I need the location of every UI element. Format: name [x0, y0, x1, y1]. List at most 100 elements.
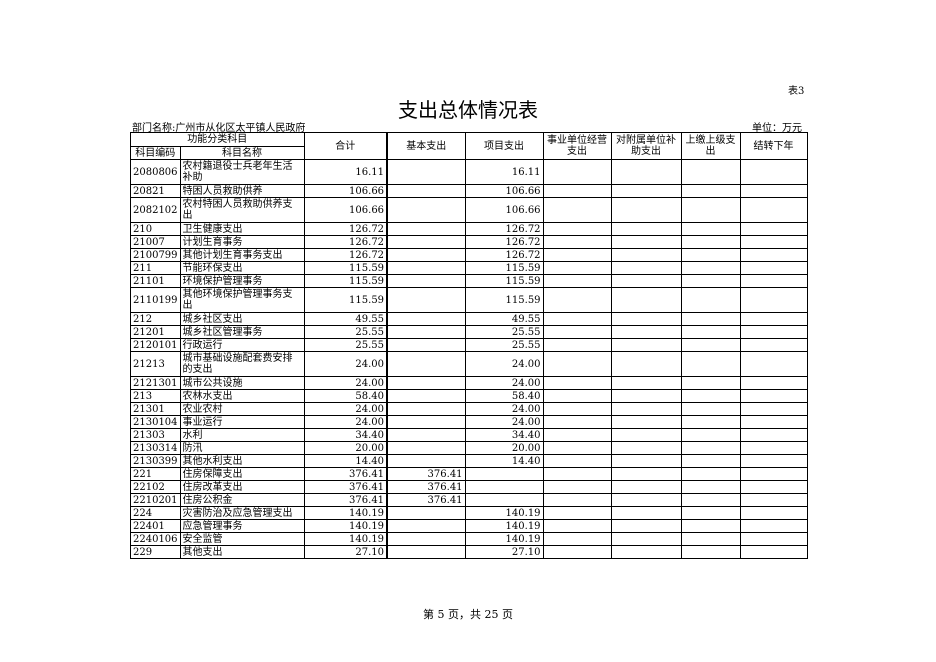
cell-name: 农村籍退役士兵老年生活补助: [179, 159, 305, 185]
table-row: 229 其他支出 27.10 27.10: [130, 545, 808, 559]
cell-empty: [542, 415, 612, 429]
cell-empty: [739, 532, 808, 546]
cell-name: 其他环境保护管理事务支出: [179, 287, 305, 313]
cell-empty: [680, 532, 741, 546]
cell-empty: [739, 467, 808, 481]
cell-basic: [386, 325, 466, 339]
cell-empty: [610, 441, 682, 455]
table-row: 211 节能环保支出 115.59 115.59: [130, 261, 808, 275]
table-row: 210 卫生健康支出 126.72 126.72: [130, 222, 808, 236]
table-row: 2121301 城市公共设施 24.00 24.00: [130, 376, 808, 390]
cell-empty: [680, 261, 741, 275]
cell-empty: [610, 338, 682, 352]
table-row: 2210201 住房公积金 376.41 376.41: [130, 493, 808, 507]
cell-empty: [739, 248, 808, 262]
cell-empty: [680, 312, 741, 326]
cell-basic: [386, 389, 466, 403]
header-total: 合计: [303, 132, 389, 160]
table-row: 21101 环境保护管理事务 115.59 115.59: [130, 274, 808, 288]
header-upper: 上缴上级支出: [680, 132, 741, 160]
cell-empty: [680, 351, 741, 377]
cell-empty: [739, 184, 808, 198]
cell-empty: [680, 274, 741, 288]
cell-project: 115.59: [464, 274, 544, 288]
cell-project: 49.55: [464, 312, 544, 326]
cell-code: 2240106: [130, 532, 181, 546]
cell-basic: 376.41: [386, 480, 466, 494]
cell-total: 106.66: [303, 197, 389, 223]
cell-code: 2210201: [130, 493, 181, 507]
cell-project: 140.19: [464, 519, 544, 533]
cell-basic: [386, 454, 466, 468]
cell-empty: [680, 454, 741, 468]
cell-empty: [680, 222, 741, 236]
cell-code: 211: [130, 261, 181, 275]
cell-project: 20.00: [464, 441, 544, 455]
cell-total: 115.59: [303, 287, 389, 313]
cell-name: 安全监管: [179, 532, 305, 546]
cell-empty: [542, 159, 612, 185]
cell-empty: [542, 467, 612, 481]
cell-empty: [680, 467, 741, 481]
cell-empty: [610, 222, 682, 236]
cell-empty: [610, 287, 682, 313]
cell-project: 106.66: [464, 197, 544, 223]
table-row: 221 住房保障支出 376.41 376.41: [130, 467, 808, 481]
cell-name: 特困人员救助供养: [179, 184, 305, 198]
cell-total: 140.19: [303, 519, 389, 533]
cell-project: 16.11: [464, 159, 544, 185]
cell-empty: [680, 325, 741, 339]
cell-total: 24.00: [303, 402, 389, 416]
cell-total: 106.66: [303, 184, 389, 198]
cell-empty: [542, 506, 612, 520]
expenditure-table: 功能分类科目 合计 基本支出 项目支出 事业单位经营支出 对附属单位补助支出 上…: [130, 132, 808, 559]
cell-basic: [386, 519, 466, 533]
cell-basic: [386, 235, 466, 249]
cell-empty: [739, 261, 808, 275]
cell-project: 24.00: [464, 415, 544, 429]
cell-name: 农业农村: [179, 402, 305, 416]
table-row: 21201 城乡社区管理事务 25.55 25.55: [130, 325, 808, 339]
cell-empty: [680, 402, 741, 416]
table-row: 2130104 事业运行 24.00 24.00: [130, 415, 808, 429]
cell-total: 115.59: [303, 261, 389, 275]
cell-empty: [610, 376, 682, 390]
cell-empty: [739, 493, 808, 507]
header-business: 事业单位经营支出: [542, 132, 612, 160]
cell-empty: [739, 325, 808, 339]
cell-name: 卫生健康支出: [179, 222, 305, 236]
cell-empty: [542, 351, 612, 377]
table-number: 表3: [788, 86, 805, 97]
table-row: 2082102 农村特困人员救助供养支出 106.66 106.66: [130, 197, 808, 223]
unit-label: 单位：万元: [752, 123, 802, 134]
cell-empty: [739, 376, 808, 390]
cell-empty: [542, 248, 612, 262]
cell-total: 376.41: [303, 493, 389, 507]
cell-empty: [610, 274, 682, 288]
cell-code: 2110199: [130, 287, 181, 313]
cell-empty: [542, 441, 612, 455]
cell-empty: [680, 287, 741, 313]
cell-empty: [610, 351, 682, 377]
cell-code: 2121301: [130, 376, 181, 390]
cell-empty: [610, 545, 682, 559]
cell-code: 221: [130, 467, 181, 481]
cell-basic: [386, 402, 466, 416]
cell-basic: [386, 184, 466, 198]
cell-empty: [610, 532, 682, 546]
cell-empty: [680, 389, 741, 403]
table-row: 224 灾害防治及应急管理支出 140.19 140.19: [130, 506, 808, 520]
cell-name: 城乡社区支出: [179, 312, 305, 326]
cell-empty: [739, 197, 808, 223]
cell-project: 25.55: [464, 338, 544, 352]
header-subsidy: 对附属单位补助支出: [610, 132, 682, 160]
cell-project: 58.40: [464, 389, 544, 403]
cell-basic: [386, 248, 466, 262]
header-group: 功能分类科目: [130, 132, 305, 147]
cell-empty: [610, 480, 682, 494]
cell-empty: [542, 532, 612, 546]
cell-empty: [542, 545, 612, 559]
cell-total: 376.41: [303, 480, 389, 494]
cell-code: 2100799: [130, 248, 181, 262]
cell-empty: [610, 402, 682, 416]
